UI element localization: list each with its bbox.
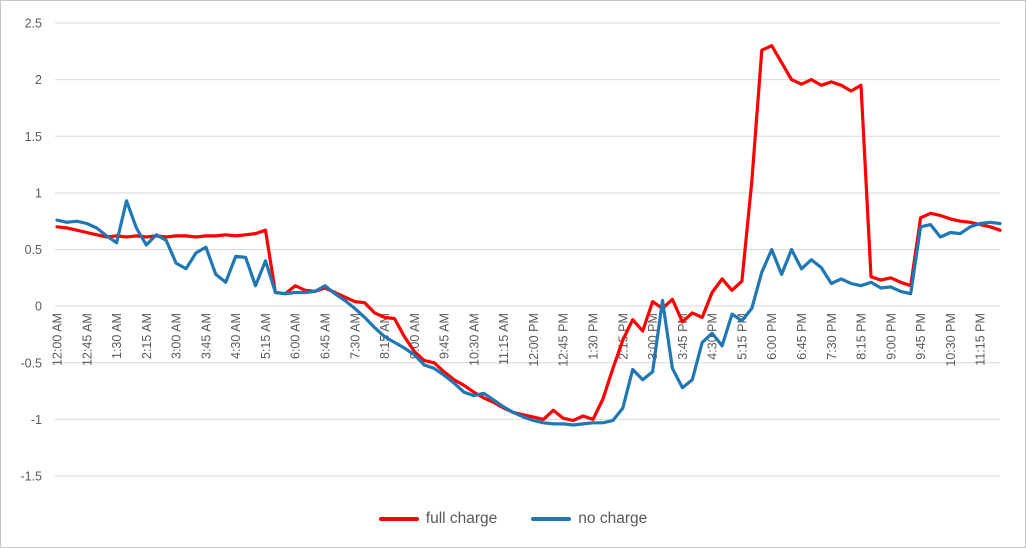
x-axis-tick-label: 5:15 AM: [259, 313, 273, 359]
y-axis-tick-label: 0: [35, 300, 42, 314]
y-axis-tick-label: -1.5: [20, 470, 42, 484]
legend-label-full-charge: full charge: [425, 510, 498, 528]
series-line-full-charge[interactable]: [55, 44, 1002, 423]
x-axis-tick-label: 1:30 PM: [587, 313, 601, 360]
y-axis-tick-label: 1: [35, 186, 42, 200]
x-axis-tick-label: 10:30 AM: [467, 313, 481, 366]
x-axis-tick-label: 12:00 AM: [51, 313, 65, 366]
y-axis-tick-label: -1: [31, 413, 42, 427]
x-axis-tick-label: 3:00 AM: [170, 313, 184, 359]
x-axis-tick-label: 7:30 AM: [348, 313, 362, 359]
y-axis-tick-label: -0.5: [20, 356, 42, 370]
legend-label-no-charge: no charge: [578, 510, 648, 528]
legend: full charge no charge: [1, 501, 1025, 537]
full-charge-line-swatch: [378, 516, 419, 522]
x-axis-tick-label: 3:45 AM: [199, 313, 213, 359]
x-axis-tick-label: 9:45 AM: [438, 313, 452, 359]
x-axis-tick-label: 12:45 AM: [80, 313, 94, 366]
legend-item-full-charge[interactable]: full charge: [378, 510, 498, 528]
y-axis-tick-label: 2.5: [25, 17, 42, 31]
x-axis-tick-label: 11:15 PM: [974, 313, 988, 366]
series-line-no-charge[interactable]: [55, 199, 1002, 427]
x-axis-tick-label: 9:45 PM: [914, 313, 928, 360]
y-axis-tick-label: 2: [35, 73, 42, 87]
x-axis-tick-label: 12:00 PM: [527, 313, 541, 367]
x-axis-tick-label: 6:45 AM: [319, 313, 333, 359]
x-axis-tick-label: 8:15 PM: [855, 313, 869, 360]
x-axis-tick-label: 6:00 PM: [765, 313, 779, 360]
no-charge-line-swatch: [531, 516, 572, 522]
x-axis-tick-label: 3:45 PM: [676, 313, 690, 360]
x-axis-tick-label: 7:30 PM: [825, 313, 839, 360]
x-axis-tick-label: 6:00 AM: [289, 313, 303, 359]
x-axis-tick-label: 4:30 AM: [229, 313, 243, 359]
x-axis-tick-label: 9:00 PM: [884, 313, 898, 360]
legend-item-no-charge[interactable]: no charge: [531, 511, 647, 527]
x-axis-tick-label: 1:30 AM: [110, 313, 124, 359]
x-axis-tick-label: 2:15 AM: [140, 313, 154, 359]
x-axis-tick-label: 5:15 PM: [735, 313, 749, 360]
x-axis-tick-label: 12:45 PM: [557, 313, 571, 367]
x-axis-tick-label: 10:30 PM: [944, 313, 958, 367]
x-axis-tick-label: 11:15 AM: [497, 313, 511, 365]
y-axis-tick-label: 1.5: [25, 130, 42, 144]
x-axis-tick-label: 6:45 PM: [795, 313, 809, 360]
y-axis-tick-label: 0.5: [25, 243, 42, 257]
